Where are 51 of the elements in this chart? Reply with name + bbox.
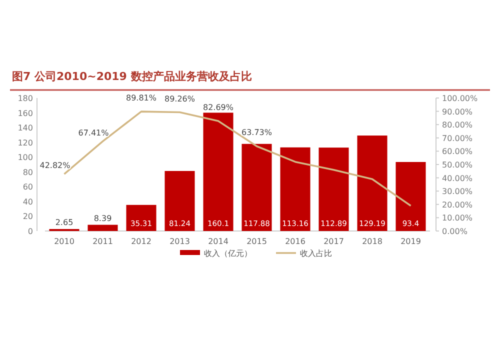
y2-tick-label: 70.00% <box>442 134 473 143</box>
data-label: 67.41% <box>78 128 110 138</box>
y-tick-label: 80 <box>22 168 33 177</box>
x-tick-label: 2014 <box>208 237 228 246</box>
y2-tick-label: 20.00% <box>442 200 473 210</box>
bar <box>164 170 195 231</box>
y-tick-label: 100 <box>18 153 33 162</box>
x-tick-label: 2018 <box>362 237 382 246</box>
data-label: 89.81% <box>126 94 157 103</box>
bar <box>357 136 388 231</box>
x-tick-label: 2016 <box>285 237 306 246</box>
x-tick-label: 2015 <box>246 237 267 246</box>
y2-tick-label: 0.00% <box>442 227 468 236</box>
data-label: 42.82% <box>40 161 71 170</box>
bar <box>126 204 156 231</box>
bar <box>396 162 426 231</box>
y2-tick-label: 100.00% <box>442 94 478 103</box>
y-tick-label: 140 <box>18 124 33 133</box>
data-label: 63.73% <box>241 128 272 138</box>
y2-tick-label: 40.00% <box>442 174 473 183</box>
bar <box>242 144 272 231</box>
legend-label: 收入占比 <box>300 249 332 258</box>
y-tick-label: 60 <box>22 182 33 192</box>
y2-tick-label: 60.00% <box>442 147 473 156</box>
y2-tick-label: 90.00% <box>442 107 473 116</box>
legend-label: 收入（亿元） <box>204 249 252 258</box>
x-tick-label: 2017 <box>324 237 344 246</box>
data-label: 89.26% <box>164 94 196 104</box>
chart-title: 图7 公司2010~2019 数控产品业务营收及占比 <box>12 70 252 83</box>
data-label: 8.39 <box>94 214 112 223</box>
bar <box>88 224 118 231</box>
y-tick-label: 20 <box>22 212 33 222</box>
y2-tick-label: 80.00% <box>442 120 473 130</box>
y-tick-label: 0 <box>28 227 33 236</box>
bar <box>318 148 349 231</box>
x-tick-label: 2013 <box>170 237 190 246</box>
x-tick-label: 2012 <box>131 237 152 246</box>
data-label: 82.69% <box>202 103 234 112</box>
x-tick-label: 2010 <box>54 237 74 246</box>
y2-tick-label: 50.00% <box>442 160 473 170</box>
y-tick-label: 120 <box>18 138 33 148</box>
x-tick-label: 2011 <box>92 237 113 246</box>
bar <box>203 112 234 231</box>
y-tick-label: 40 <box>22 197 33 206</box>
data-label: 2.65 <box>55 218 74 228</box>
y-tick-label: 160 <box>18 108 33 118</box>
y2-tick-label: 30.00% <box>442 187 473 196</box>
y2-tick-label: 10.00% <box>442 214 473 223</box>
x-tick-label: 2019 <box>400 237 421 246</box>
y-tick-label: 180 <box>18 94 33 103</box>
bar <box>280 147 310 231</box>
